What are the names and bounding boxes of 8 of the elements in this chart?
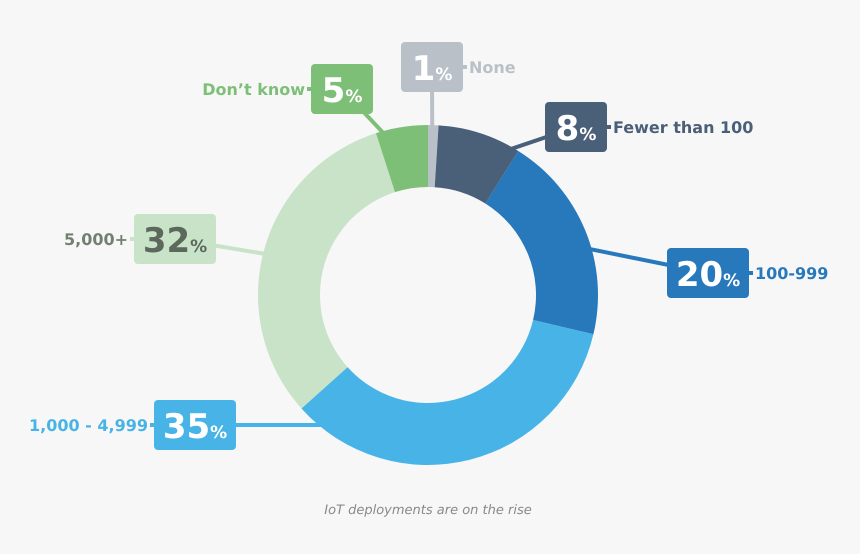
text: IoT deployments are on the rise (324, 503, 532, 518)
slice-label: 1,000 - 4,999 (29, 416, 148, 435)
data-label: 35% (162, 407, 228, 447)
slice-label: Don’t know (202, 80, 306, 99)
slice-label: Fewer than 100 (613, 118, 754, 137)
slice-label: 100-999 (755, 264, 828, 283)
slice-label: 5,000+ (64, 230, 128, 249)
slice-label: None (469, 58, 516, 77)
